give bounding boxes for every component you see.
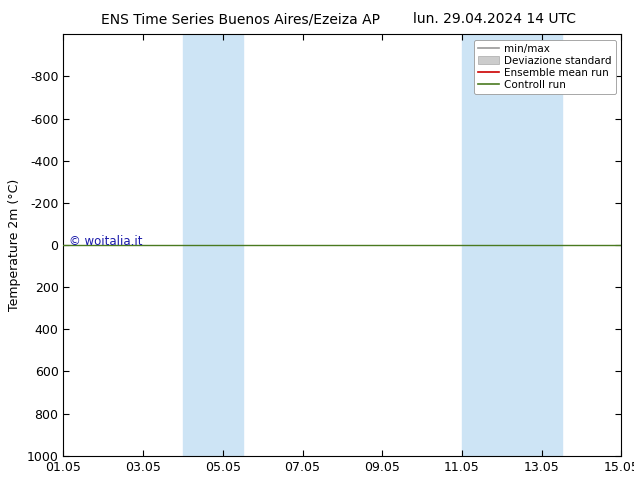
Legend: min/max, Deviazione standard, Ensemble mean run, Controll run: min/max, Deviazione standard, Ensemble m… bbox=[474, 40, 616, 94]
Text: © woitalia.it: © woitalia.it bbox=[69, 235, 143, 248]
Bar bbox=[183, 34, 243, 456]
Bar bbox=[462, 34, 562, 456]
Text: ENS Time Series Buenos Aires/Ezeiza AP: ENS Time Series Buenos Aires/Ezeiza AP bbox=[101, 12, 380, 26]
Text: lun. 29.04.2024 14 UTC: lun. 29.04.2024 14 UTC bbox=[413, 12, 576, 26]
Y-axis label: Temperature 2m (°C): Temperature 2m (°C) bbox=[8, 179, 21, 311]
